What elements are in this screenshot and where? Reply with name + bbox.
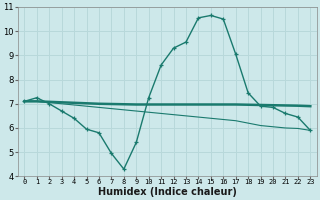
X-axis label: Humidex (Indice chaleur): Humidex (Indice chaleur)	[98, 187, 237, 197]
